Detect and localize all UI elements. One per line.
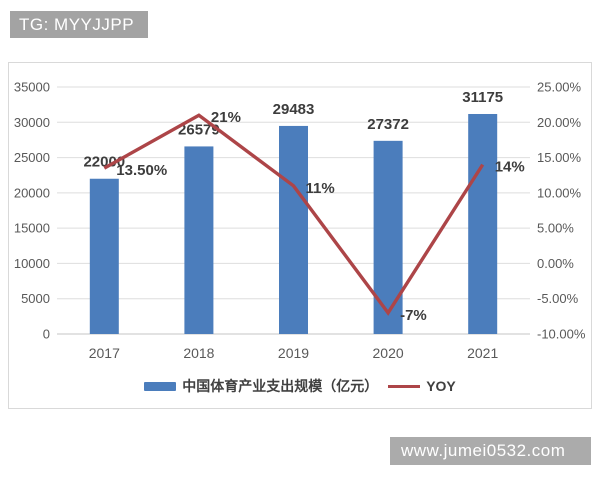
bar-label-2020: 27372 bbox=[367, 116, 409, 133]
tg-badge-text: TG: MYYJJPP bbox=[19, 15, 135, 34]
line-label-2019: 11% bbox=[306, 180, 335, 197]
left-axis-tick: 10000 bbox=[14, 256, 50, 271]
chart-container: 35000 25.00% 30000 20.00% 25000 15.00% 20000 10… bbox=[8, 62, 592, 409]
right-axis-tick: 20.00% bbox=[537, 115, 582, 130]
legend-bar-swatch-icon bbox=[144, 381, 177, 391]
bar-2020 bbox=[373, 140, 403, 334]
legend-line-label: YOY bbox=[426, 378, 456, 394]
x-tick-2021: 2021 bbox=[467, 345, 498, 361]
legend-bar-label: 中国体育产业支出规模（亿元） bbox=[182, 378, 379, 394]
left-axis-tick: 0 bbox=[43, 327, 50, 342]
tg-badge: TG: MYYJJPP bbox=[10, 11, 148, 38]
left-axis-tick: 15000 bbox=[14, 221, 50, 236]
bar-2018 bbox=[184, 146, 214, 334]
x-tick-2017: 2017 bbox=[89, 345, 120, 361]
line-label-2020: -7% bbox=[400, 307, 427, 324]
bar-label-2018: 26579 bbox=[178, 121, 220, 138]
right-axis-tick: 10.00% bbox=[537, 185, 582, 200]
bar-label-2021: 31175 bbox=[462, 89, 503, 106]
bar-2017 bbox=[89, 178, 119, 334]
combo-chart: 35000 25.00% 30000 20.00% 25000 15.00% 20000 10… bbox=[14, 80, 586, 362]
watermark-text: www.jumei0532.com bbox=[401, 441, 566, 460]
bar-2019 bbox=[279, 125, 308, 334]
right-axis-tick: 0.00% bbox=[537, 256, 574, 271]
left-axis-tick: 20000 bbox=[14, 185, 50, 200]
x-tick-2020: 2020 bbox=[373, 345, 404, 361]
right-axis-tick: -10.00% bbox=[537, 327, 586, 342]
line-label-2017: 13.50% bbox=[116, 162, 167, 179]
line-label-2018: 21% bbox=[211, 109, 241, 126]
line-label-2021: 14% bbox=[495, 159, 525, 176]
x-tick-2019: 2019 bbox=[278, 345, 309, 361]
legend-line-swatch-icon bbox=[388, 384, 421, 388]
yoy-line bbox=[103, 113, 485, 316]
left-axis-tick: 25000 bbox=[14, 150, 50, 165]
left-axis-tick: 5000 bbox=[21, 291, 50, 306]
left-axis-tick: 35000 bbox=[14, 80, 50, 95]
chart-legend: 中国体育产业支出规模（亿元） YOY bbox=[9, 376, 591, 396]
bar-label-2017: 22000 bbox=[83, 154, 125, 171]
right-axis-tick: 25.00% bbox=[537, 80, 582, 95]
x-tick-2018: 2018 bbox=[183, 345, 214, 361]
bar-2021 bbox=[468, 113, 498, 334]
right-axis-tick: 15.00% bbox=[537, 150, 582, 165]
right-axis-tick: 5.00% bbox=[537, 221, 574, 236]
left-axis-tick: 30000 bbox=[14, 115, 50, 130]
watermark-badge: www.jumei0532.com bbox=[390, 437, 591, 465]
bar-label-2019: 29483 bbox=[273, 101, 315, 118]
right-axis-tick: -5.00% bbox=[537, 291, 579, 306]
